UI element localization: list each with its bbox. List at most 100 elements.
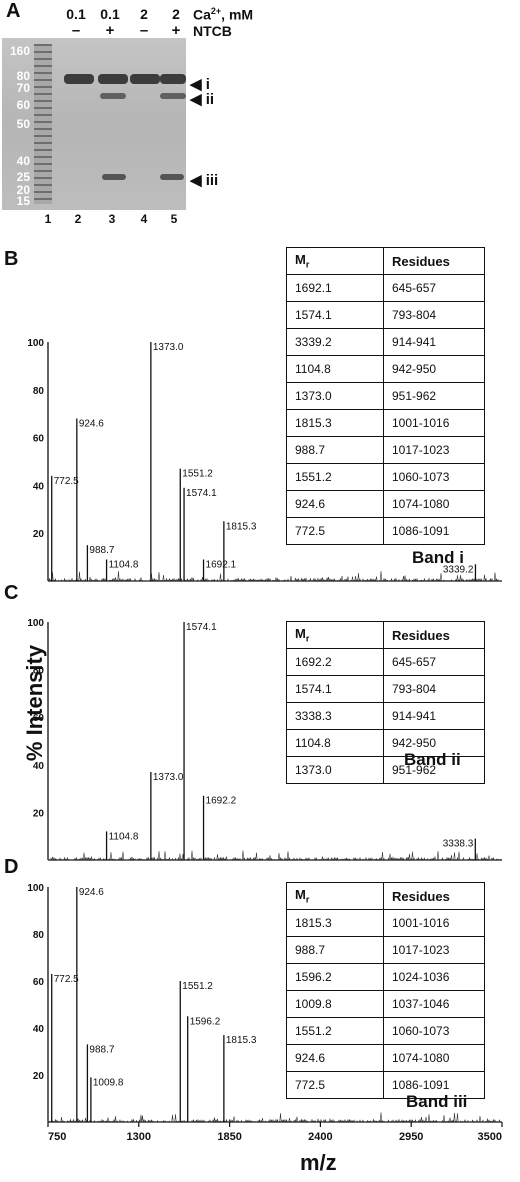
peak-label: 1551.2 xyxy=(182,469,213,480)
y-tick-label: 20 xyxy=(33,1071,45,1082)
lane-ca-3: 2 xyxy=(140,6,148,22)
x-tick-label: 1300 xyxy=(127,1131,151,1143)
gel-band xyxy=(98,74,128,84)
table-row: 1009.8 1037-1046 xyxy=(286,990,485,1018)
table-row: 1815.3 1001-1016 xyxy=(286,409,485,437)
table-cell-residues: 793-804 xyxy=(383,675,485,703)
band-name-i: Band i xyxy=(412,548,464,567)
y-tick-label: 80 xyxy=(33,930,45,941)
table-cell-mr: 1574.1 xyxy=(286,301,384,329)
table-row: 988.7 1017-1023 xyxy=(286,436,485,464)
x-tick-label: 3500 xyxy=(478,1131,502,1143)
peak-label: 1104.8 xyxy=(109,831,139,842)
table-cell-residues: 914-941 xyxy=(383,702,485,730)
table-cell-mr: 1551.2 xyxy=(286,463,384,491)
lane-number-1: 1 xyxy=(44,212,52,226)
table-header-mr: Mr xyxy=(286,882,384,910)
gel-band xyxy=(102,174,126,180)
table-row: 1692.1 645-657 xyxy=(286,274,485,302)
table-row: 772.5 1086-1091 xyxy=(286,1071,485,1099)
x-tick-label: 2950 xyxy=(399,1131,423,1143)
gel-label-ii: ◀ ii xyxy=(190,91,215,108)
spectrum-band-ii: 204060801001104.81373.01574.11692.23338.… xyxy=(27,618,502,862)
gel-band xyxy=(160,74,186,84)
band-name-iii: Band iii xyxy=(406,1092,468,1111)
panel-letter-d: D xyxy=(4,856,19,878)
table-header-row: Mr Residues xyxy=(286,621,485,649)
peak-label: 1551.2 xyxy=(182,981,213,992)
table-cell-residues: 1037-1046 xyxy=(383,990,485,1018)
table-cell-mr: 1373.0 xyxy=(286,382,384,410)
x-axis: 750 1300 1850 2400 2950 3500 xyxy=(47,1122,503,1143)
y-tick-label: 60 xyxy=(33,977,45,988)
table-cell-residues: 1074-1080 xyxy=(383,1044,485,1072)
table-cell-mr: 1692.2 xyxy=(286,648,384,676)
peak-label: 1373.0 xyxy=(153,342,184,353)
table-row: 1104.8 942-950 xyxy=(286,355,485,383)
table-row: 988.7 1017-1023 xyxy=(286,936,485,964)
y-tick-label: 20 xyxy=(33,808,45,819)
marker-15: 15 xyxy=(16,194,30,208)
y-tick-label: 60 xyxy=(33,434,45,445)
gel-band xyxy=(160,93,186,99)
marker-25: 25 xyxy=(16,170,30,184)
table-cell-residues: 1086-1091 xyxy=(383,1071,485,1099)
gel-band xyxy=(100,93,126,99)
band-name-ii: Band ii xyxy=(404,750,461,769)
table-row: 1692.2 645-657 xyxy=(286,648,485,676)
lane-ntcb-3: – xyxy=(139,22,149,39)
baseline-noise xyxy=(47,571,502,583)
table-cell-residues: 951-962 xyxy=(383,756,485,784)
table-row: 1815.3 1001-1016 xyxy=(286,909,485,937)
table-cell-mr: 3339.2 xyxy=(286,328,384,356)
lane-ntcb-1: – xyxy=(71,22,81,39)
peak-label: 924.6 xyxy=(79,418,104,429)
panel-letter-b: B xyxy=(4,248,19,270)
marker-80: 80 xyxy=(16,69,30,83)
table-header-residues: Residues xyxy=(383,247,485,275)
marker-40: 40 xyxy=(16,154,30,168)
table-cell-mr: 3338.3 xyxy=(286,702,384,730)
y-tick-label: 100 xyxy=(27,338,44,349)
table-row: 1373.0 951-962 xyxy=(286,382,485,410)
table-header-mr: Mr xyxy=(286,247,384,275)
lane-ntcb-4: + xyxy=(171,22,181,39)
table-header-mr: Mr xyxy=(286,621,384,649)
gel-label-ii-text: ii xyxy=(205,91,215,108)
gel-band xyxy=(64,74,94,84)
y-axis-label: % Intensity xyxy=(22,644,47,762)
ntcb-header: NTCB xyxy=(193,23,232,39)
table-cell-residues: 942-950 xyxy=(383,729,485,757)
table-cell-mr: 1104.8 xyxy=(286,355,384,383)
residues-table-band-ii: Mr Residues 1692.2 645-657 1574.1 793-804 3338… xyxy=(286,621,485,784)
table-cell-mr: 1596.2 xyxy=(286,963,384,991)
panel-letter-a: A xyxy=(6,0,21,22)
y-tick-label: 40 xyxy=(33,481,45,492)
table-cell-residues: 1001-1016 xyxy=(383,409,485,437)
table-cell-residues: 1060-1073 xyxy=(383,1017,485,1045)
peak-label: 1104.8 xyxy=(109,559,139,570)
table-row: 1551.2 1060-1073 xyxy=(286,1017,485,1045)
table-cell-residues: 1017-1023 xyxy=(383,436,485,464)
table-cell-mr: 1373.0 xyxy=(286,756,384,784)
table-row: 1104.8 942-950 xyxy=(286,729,485,757)
table-cell-mr: 988.7 xyxy=(286,436,384,464)
gel-image: 160 80 70 60 50 40 25 20 15 xyxy=(2,38,186,210)
x-axis-label: m/z xyxy=(300,1150,337,1175)
table-cell-residues: 1060-1073 xyxy=(383,463,485,491)
table-cell-mr: 924.6 xyxy=(286,1044,384,1072)
x-tick-label: 750 xyxy=(48,1131,66,1143)
residues-table-band-iii: Mr Residues 1815.3 1001-1016 988.7 1017-1023 1… xyxy=(286,882,485,1099)
table-row: 924.6 1074-1080 xyxy=(286,490,485,518)
table-cell-residues: 951-962 xyxy=(383,382,485,410)
gel-label-i-text: i xyxy=(205,76,210,93)
gel-label-i: ◀ i xyxy=(190,76,210,93)
table-row: 1574.1 793-804 xyxy=(286,675,485,703)
baseline-noise xyxy=(47,850,502,862)
y-tick-label: 20 xyxy=(33,529,45,540)
gel-band xyxy=(160,174,184,180)
marker-50: 50 xyxy=(16,117,30,131)
table-row: 924.6 1074-1080 xyxy=(286,1044,485,1072)
table-cell-mr: 1574.1 xyxy=(286,675,384,703)
table-cell-residues: 793-804 xyxy=(383,301,485,329)
